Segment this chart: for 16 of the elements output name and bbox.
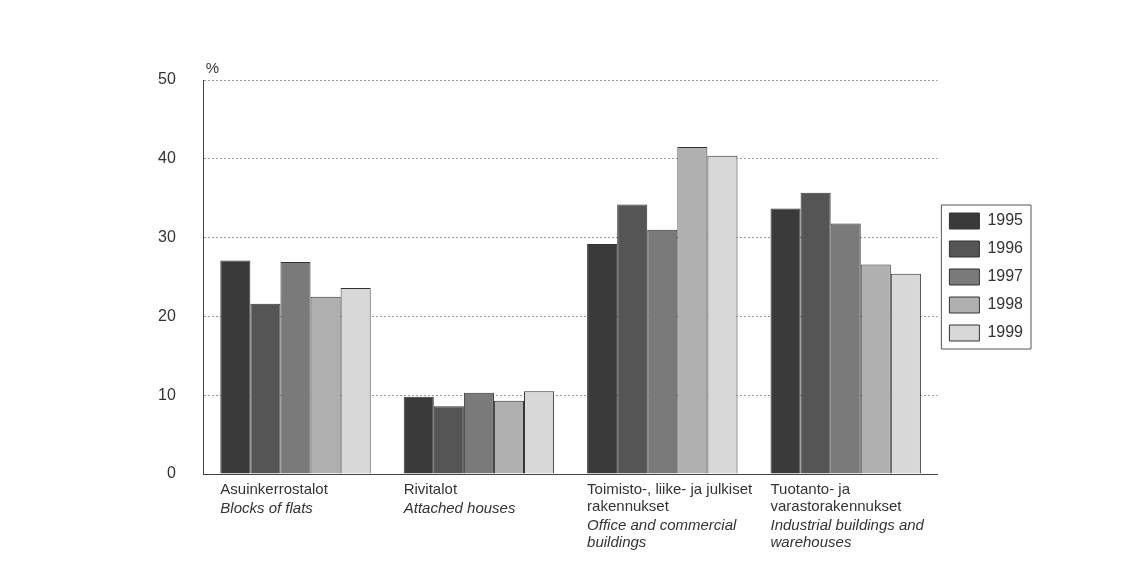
y-tick-label: 50 — [158, 70, 176, 88]
x-tick-label: Tuotanto- ja varastorakennukset Industrial buildings and warehouses — [770, 479, 925, 550]
legend-label: 1997 — [987, 267, 1024, 285]
x-tick-label: Rivitalot Attached houses — [402, 479, 516, 516]
y-tick-label: 30 — [158, 228, 176, 246]
y-tick-label: 20 — [158, 306, 176, 324]
x-tick-label: Asuinkerrostalot Blocks of flats — [220, 479, 329, 516]
legend-label: 1996 — [987, 239, 1024, 257]
y-tick-label: 10 — [158, 385, 176, 403]
y-axis-title: % — [205, 58, 220, 76]
legend-label: 1995 — [987, 211, 1024, 229]
y-tick-label: 40 — [158, 149, 176, 167]
x-tick-label: Toimisto-, liike- ja julkiset rakennukset Office and commercial buildings — [587, 479, 753, 550]
legend-label: 1998 — [987, 295, 1024, 313]
legend-label: 1999 — [987, 323, 1024, 341]
y-tick-label: 0 — [166, 464, 176, 482]
